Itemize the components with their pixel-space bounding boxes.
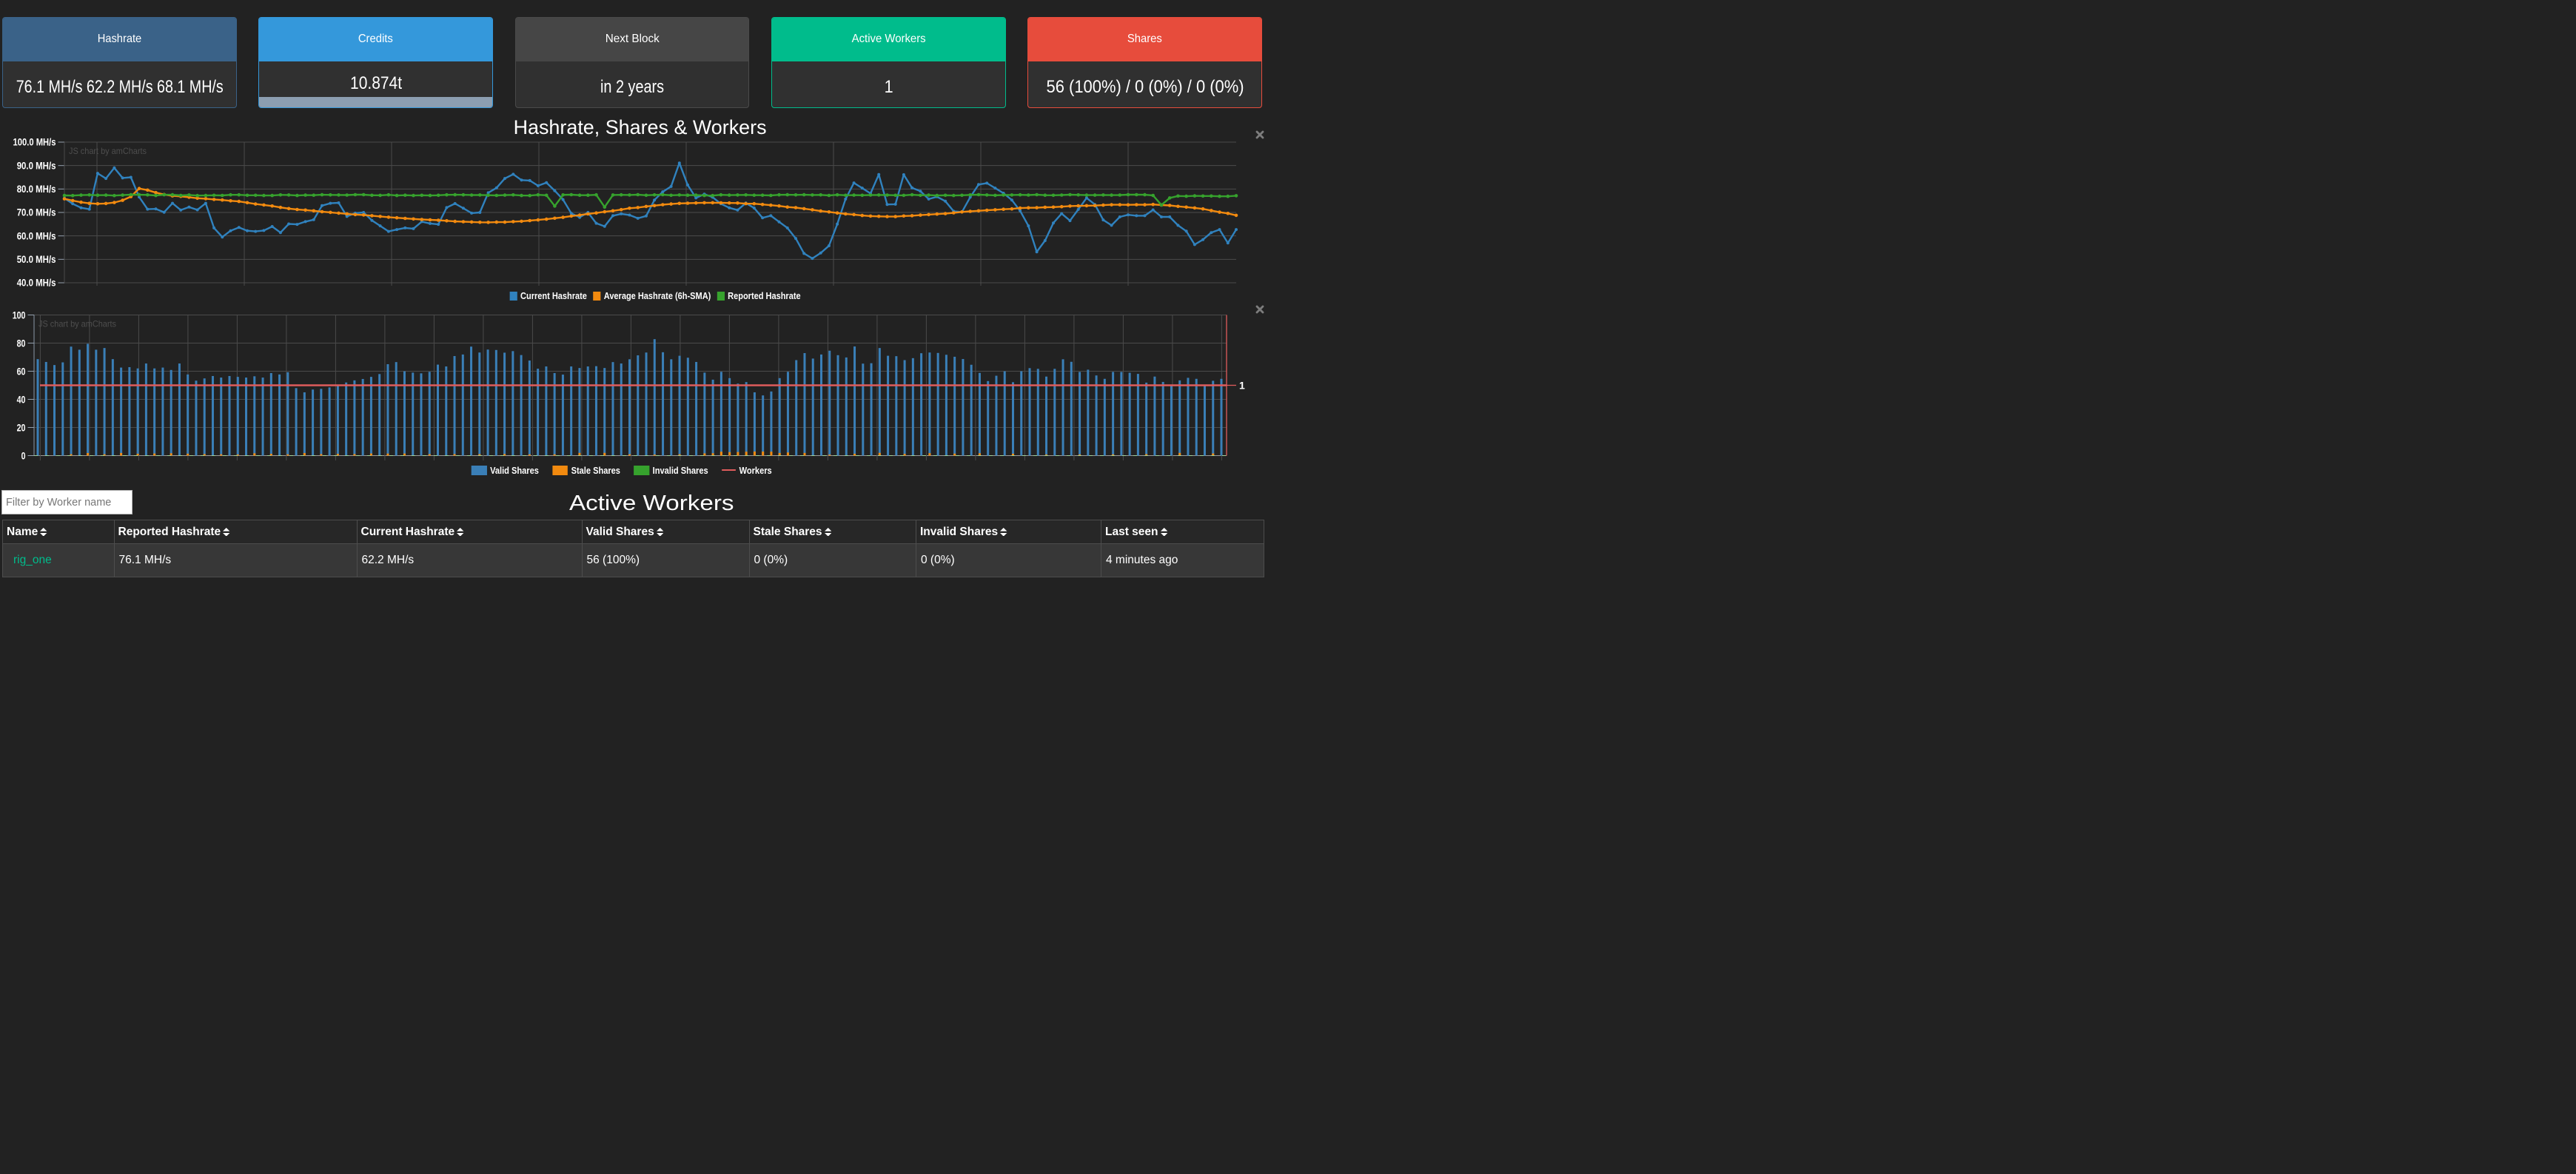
svg-text:70.0 MH/s: 70.0 MH/s (17, 207, 56, 218)
svg-text:100.0 MH/s: 100.0 MH/s (13, 137, 56, 148)
svg-text:80: 80 (17, 337, 26, 349)
svg-text:50.0 MH/s: 50.0 MH/s (17, 254, 56, 265)
svg-text:60: 60 (17, 365, 26, 377)
svg-text:60.0 MH/s: 60.0 MH/s (17, 230, 56, 241)
svg-text:JS chart by amCharts: JS chart by amCharts (38, 319, 116, 329)
svg-text:40.0 MH/s: 40.0 MH/s (17, 278, 56, 289)
svg-text:JS chart by amCharts: JS chart by amCharts (69, 146, 147, 156)
svg-text:40: 40 (17, 393, 26, 405)
svg-text:80.0 MH/s: 80.0 MH/s (17, 184, 56, 195)
svg-text:0: 0 (21, 449, 26, 461)
svg-text:90.0 MH/s: 90.0 MH/s (17, 160, 56, 171)
svg-text:20: 20 (17, 421, 26, 433)
svg-text:100: 100 (13, 309, 26, 321)
svg-text:1: 1 (1239, 380, 1245, 392)
